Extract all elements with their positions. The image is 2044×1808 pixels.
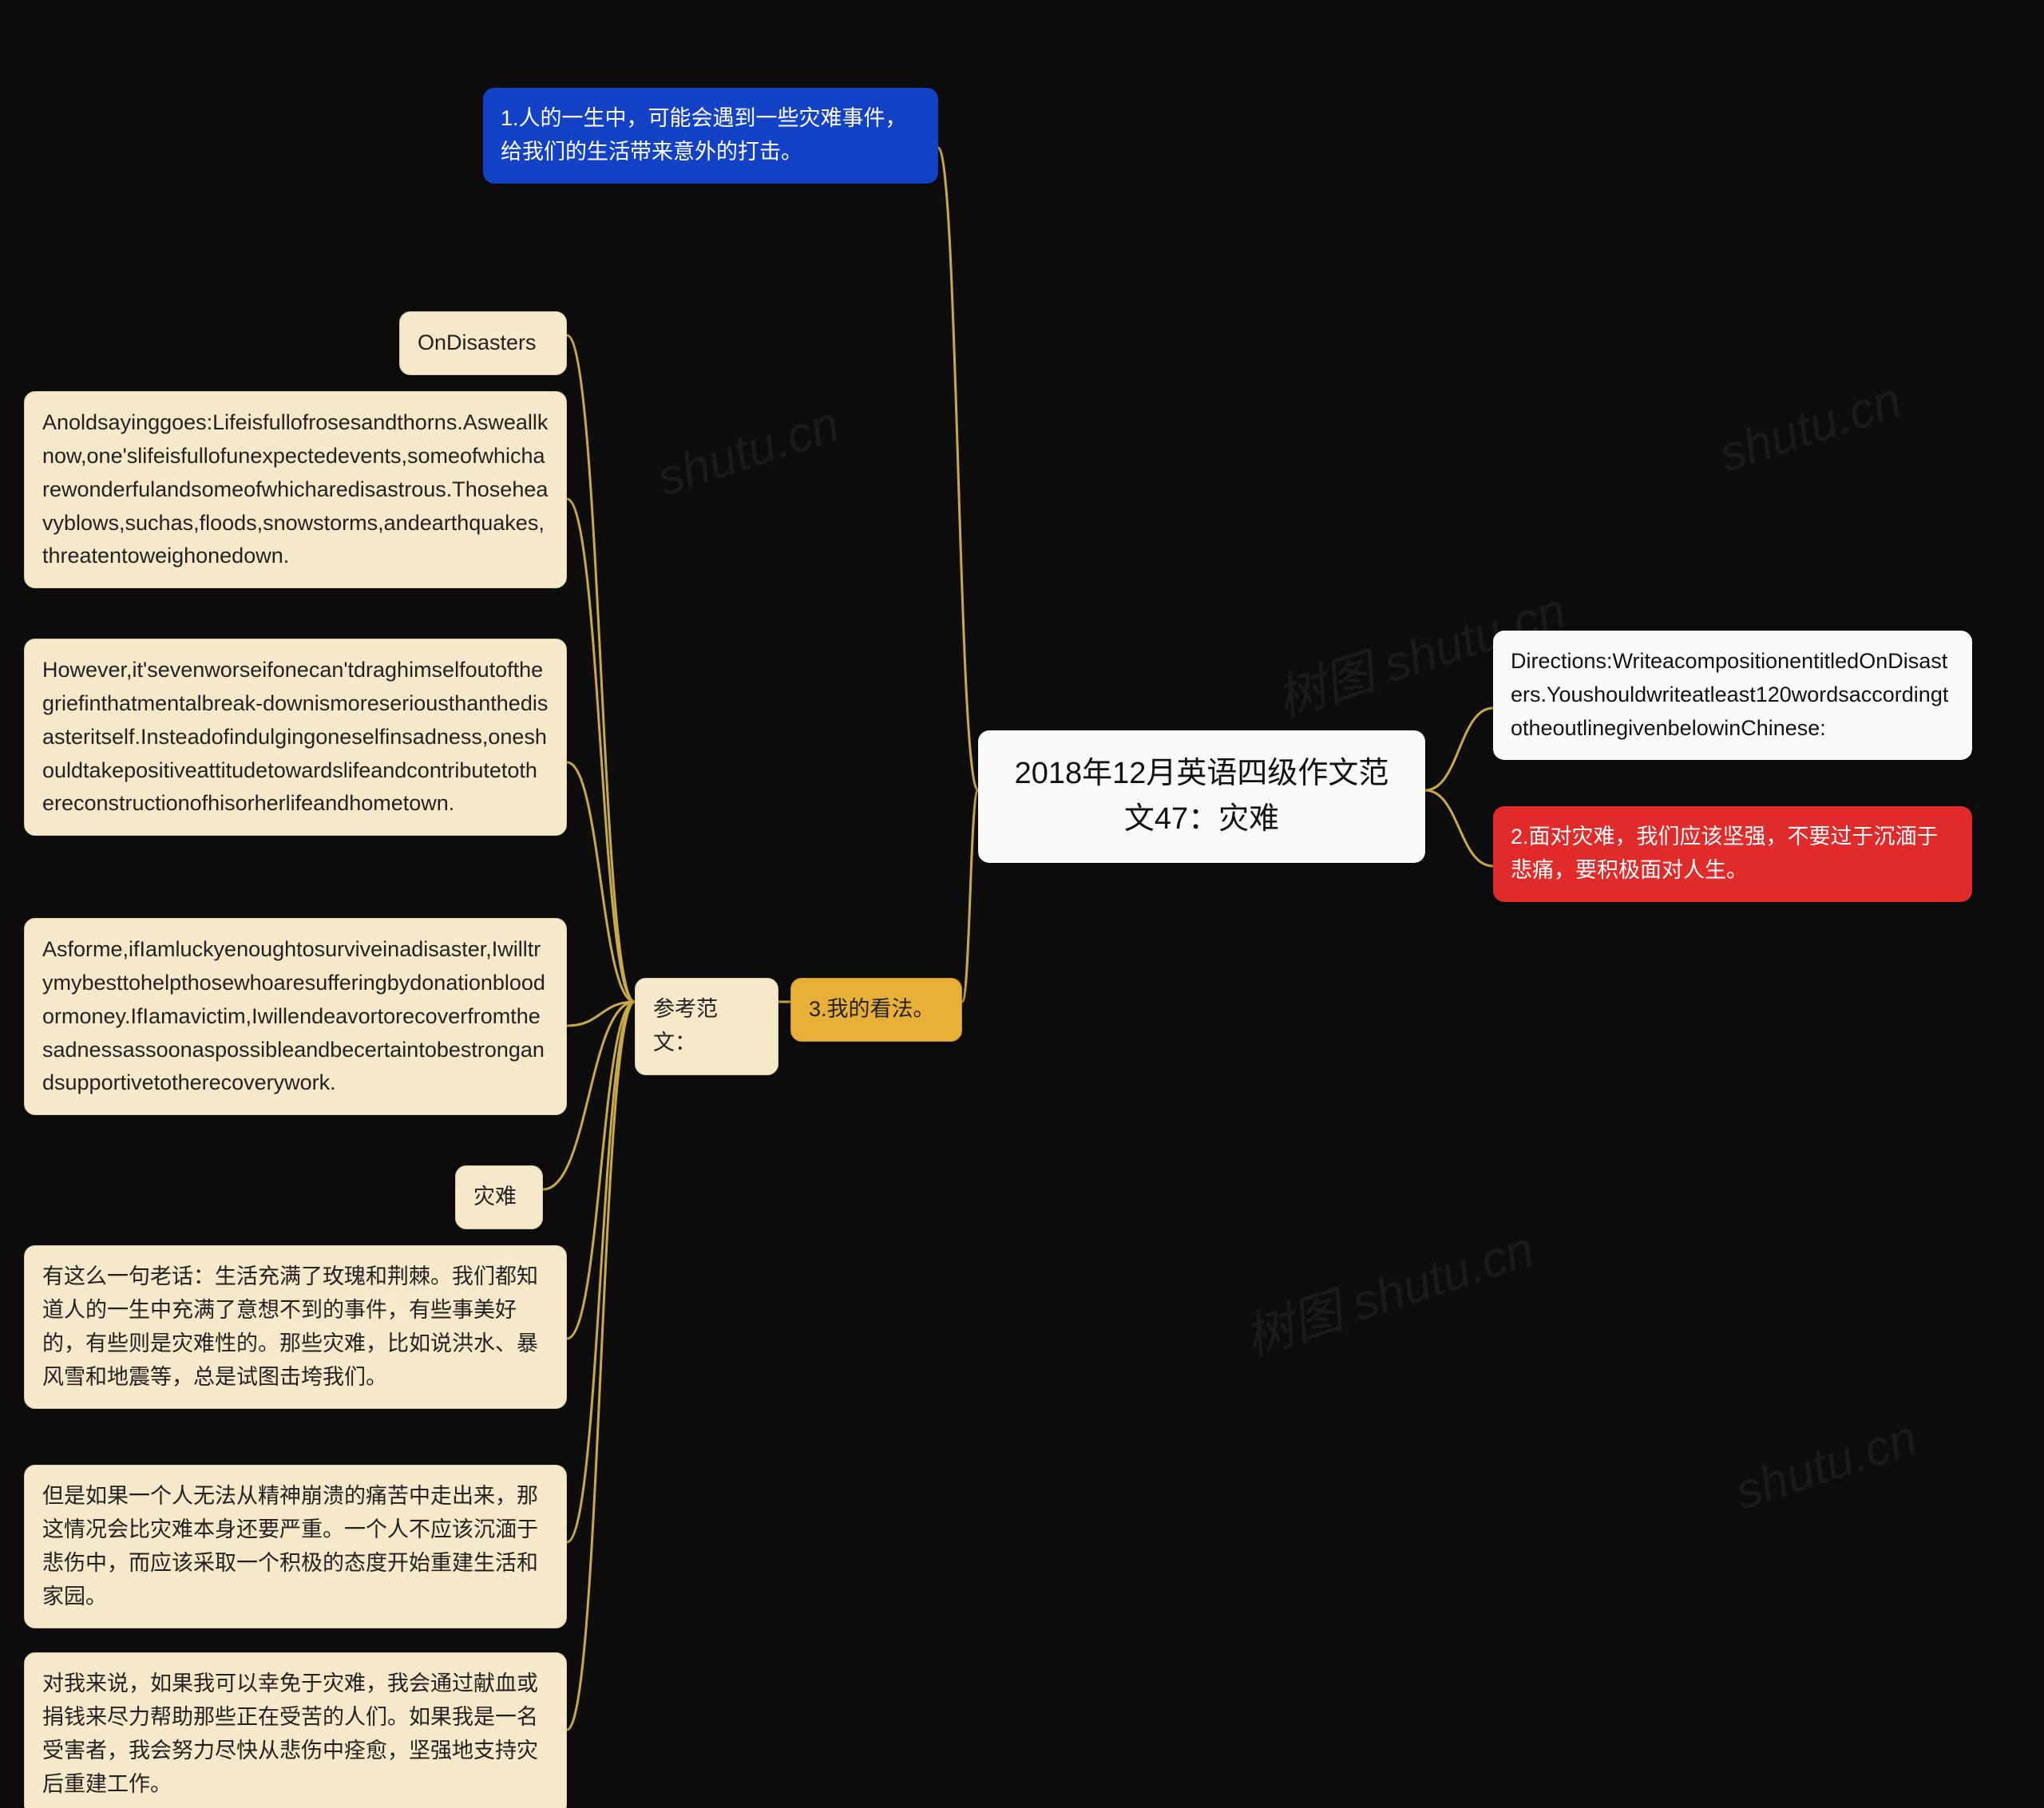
directions-node: Directions:WriteacompositionentitledOnDi… (1493, 631, 1972, 760)
para-en-2-node: However,it'sevenworseifonecan'tdraghimse… (24, 639, 567, 836)
point1-node: 1.人的一生中，可能会遇到一些灾难事件，给我们的生活带来意外的打击。 (483, 88, 938, 184)
watermark: 树图 shutu.cn (1234, 1209, 1541, 1370)
para-cn-3-node: 对我来说，如果我可以幸免于灾难，我会通过献血或捐钱来尽力帮助那些正在受苦的人们。… (24, 1652, 567, 1808)
watermark: shutu.cn (651, 396, 846, 508)
point3-node: 3.我的看法。 (790, 978, 962, 1042)
ref-label-node: 参考范文： (635, 978, 778, 1075)
title-en-node: OnDisasters (399, 311, 567, 375)
para-en-3-node: Asforme,ifIamluckyenoughtosurviveinadisa… (24, 918, 567, 1115)
title-cn-node: 灾难 (455, 1165, 543, 1229)
para-cn-1-node: 有这么一句老话：生活充满了玫瑰和荆棘。我们都知道人的一生中充满了意想不到的事件，… (24, 1245, 567, 1409)
point2-node: 2.面对灾难，我们应该坚强，不要过于沉湎于悲痛，要积极面对人生。 (1493, 806, 1972, 902)
watermark: shutu.cn (1713, 372, 1908, 484)
para-en-1-node: Anoldsayinggoes:Lifeisfullofrosesandthor… (24, 391, 567, 588)
watermark: shutu.cn (1729, 1410, 1924, 1521)
root-node: 2018年12月英语四级作文范文47：灾难 (978, 730, 1425, 863)
para-cn-2-node: 但是如果一个人无法从精神崩溃的痛苦中走出来，那这情况会比灾难本身还要严重。一个人… (24, 1465, 567, 1628)
